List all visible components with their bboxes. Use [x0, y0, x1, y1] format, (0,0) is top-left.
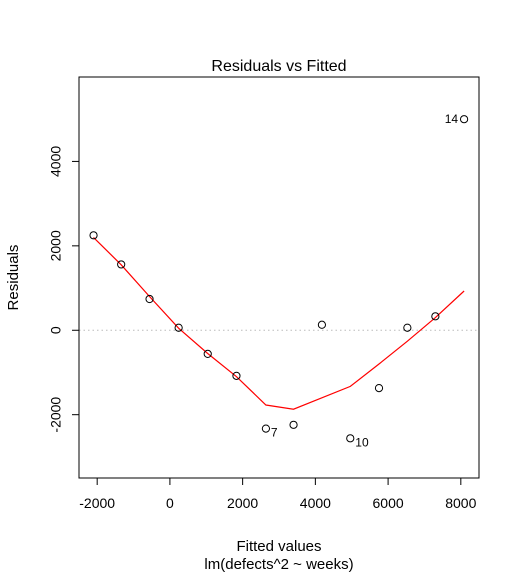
- residual-point: [346, 434, 355, 443]
- point-label: 7: [271, 426, 278, 440]
- plot-title: Residuals vs Fitted: [211, 58, 346, 75]
- residual-point: [261, 424, 271, 433]
- point-label: 14: [445, 112, 459, 126]
- x-tick-label: 4000: [300, 495, 331, 511]
- x-tick-label: -2000: [79, 495, 115, 511]
- residual-point: [145, 294, 154, 304]
- residual-point: [174, 323, 183, 332]
- residual-point: [289, 420, 298, 429]
- x-tick-label: 2000: [227, 495, 258, 511]
- x-tick-label: 0: [166, 495, 174, 511]
- x-axis: -2000 0 2000 4000 6000 8000: [79, 477, 477, 511]
- point-label: 10: [355, 435, 369, 449]
- smoother-line: [93, 236, 465, 410]
- residual-point: [317, 320, 327, 329]
- x-axis-label: Fitted values: [236, 538, 321, 555]
- residual-point: [89, 231, 98, 240]
- residual-point: [431, 312, 440, 321]
- x-tick-label: 8000: [445, 495, 476, 511]
- residual-point: [459, 115, 469, 124]
- y-tick-label: 0: [48, 326, 64, 334]
- residual-points: 7 10 14: [89, 112, 469, 449]
- model-formula-label: lm(defects^2 ~ weeks): [204, 556, 353, 573]
- residual-point: [117, 260, 126, 269]
- residual-point: [232, 371, 241, 380]
- y-axis: -2000 0 2000 4000: [48, 146, 80, 433]
- x-tick-label: 6000: [373, 495, 404, 511]
- y-tick-label: 4000: [48, 146, 64, 177]
- y-tick-label: -2000: [48, 397, 64, 433]
- y-axis-label: Residuals: [5, 245, 22, 311]
- residual-point: [374, 383, 384, 393]
- plot-frame: [78, 76, 480, 479]
- residual-point: [403, 323, 412, 332]
- residual-point: [203, 349, 212, 359]
- y-tick-label: 2000: [48, 230, 64, 261]
